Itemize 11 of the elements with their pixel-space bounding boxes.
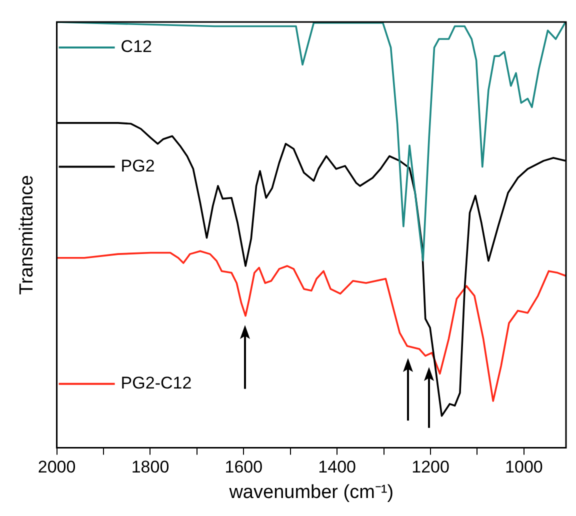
x-axis-title: wavenumber (cm⁻¹) [228,482,394,503]
x-tick-label: 1800 [131,458,170,477]
y-axis-title: Transmittance [16,175,38,295]
x-tick-label: 2000 [38,458,76,477]
x-tick-label: 1400 [318,458,356,477]
legend-label: PG2-C12 [120,374,192,393]
legend-label: PG2 [120,156,155,176]
x-tick-label: 1600 [224,458,263,477]
x-tick-label: 1200 [412,458,450,477]
legend-label: C12 [120,37,152,56]
x-tick-label: 1000 [505,458,543,477]
